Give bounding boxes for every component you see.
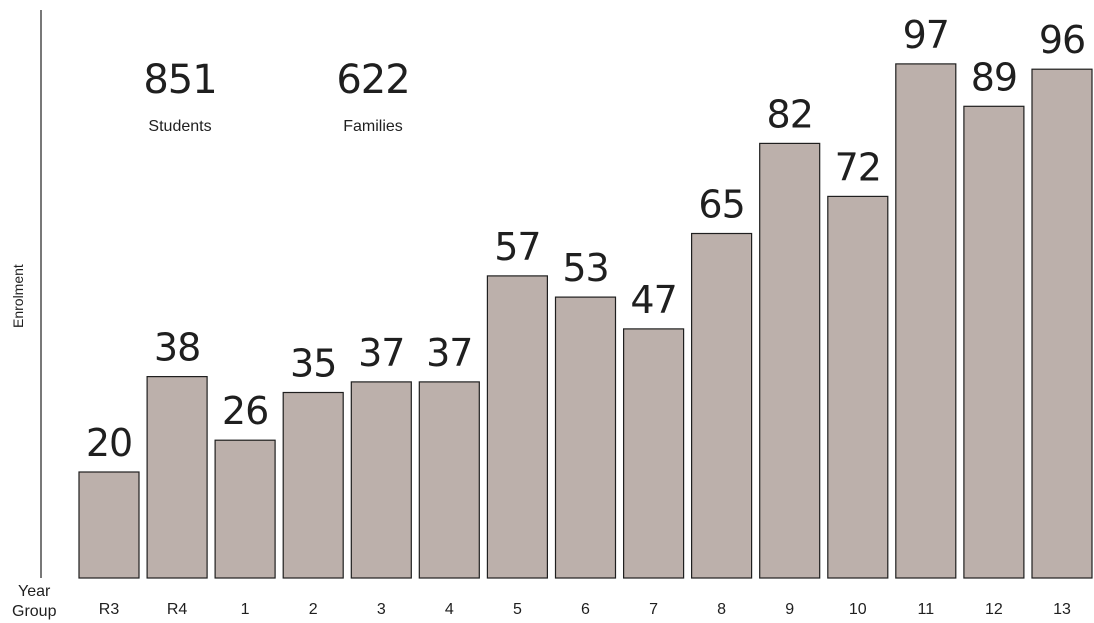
data-label-10: 72: [835, 145, 881, 189]
bar-12: [963, 105, 1025, 579]
stat-families: 622 Families: [293, 60, 453, 136]
bar-2: [282, 391, 344, 579]
bar-8: [690, 232, 753, 579]
x-tick-label-1: 1: [241, 601, 250, 618]
data-label-5: 57: [494, 225, 540, 269]
bar-1: [214, 439, 276, 579]
x-axis-title-line-2: Group: [12, 603, 57, 620]
data-label-11: 97: [903, 13, 949, 57]
stat-students-label: Students: [148, 118, 212, 135]
bar-3: [350, 381, 412, 579]
data-label-6: 53: [562, 246, 608, 290]
stat-students-value: 851: [143, 57, 217, 103]
x-tick-label-6: 6: [581, 601, 590, 618]
bar-R3: [78, 471, 140, 579]
x-tick-label-2: 2: [309, 601, 318, 618]
x-tick-label-8: 8: [717, 601, 726, 618]
stat-families-label: Families: [343, 118, 403, 135]
bar-11: [895, 63, 957, 579]
data-label-9: 82: [767, 92, 813, 136]
x-tick-label-5: 5: [513, 601, 522, 618]
x-tick-label-12: 12: [985, 601, 1003, 618]
data-label-1: 26: [222, 389, 268, 433]
x-axis-title-line-1: Year: [18, 583, 51, 600]
stat-families-value: 622: [336, 57, 410, 103]
x-tick-labels-layer: R3 R4 1 2 3 4 5 6 7 8 9 10 11 12 13: [99, 601, 1071, 618]
x-tick-label-3: 3: [377, 601, 386, 618]
bar-6: [554, 296, 617, 579]
data-label-3: 37: [358, 331, 404, 375]
bar-7: [622, 328, 685, 579]
data-label-12: 89: [971, 55, 1017, 99]
data-label-2: 35: [290, 342, 336, 386]
data-labels-layer: 20 38 26 35 37 37 57 53 47 65 82 72 97 89 96: [86, 13, 1086, 465]
data-label-13: 96: [1039, 18, 1085, 62]
x-tick-label-R4: R4: [167, 601, 188, 618]
bar-10: [827, 195, 889, 579]
bars-layer: [78, 63, 1093, 579]
x-tick-label-9: 9: [785, 601, 794, 618]
bar-13: [1031, 68, 1093, 579]
data-label-4: 37: [426, 331, 472, 375]
x-tick-label-7: 7: [649, 601, 658, 618]
bar-5: [486, 275, 548, 579]
x-tick-label-13: 13: [1053, 601, 1071, 618]
x-tick-label-4: 4: [445, 601, 454, 618]
bar-4: [418, 381, 480, 579]
x-tick-label-10: 10: [849, 601, 867, 618]
data-label-8: 65: [698, 183, 744, 227]
data-label-7: 47: [630, 278, 676, 322]
bar-9: [759, 142, 821, 579]
x-tick-label-11: 11: [917, 601, 934, 618]
data-label-R3: 20: [86, 421, 132, 465]
data-label-R4: 38: [154, 326, 200, 370]
x-tick-label-R3: R3: [99, 601, 120, 618]
bar-R4: [146, 376, 208, 579]
stat-students: 851 Students: [100, 60, 260, 136]
